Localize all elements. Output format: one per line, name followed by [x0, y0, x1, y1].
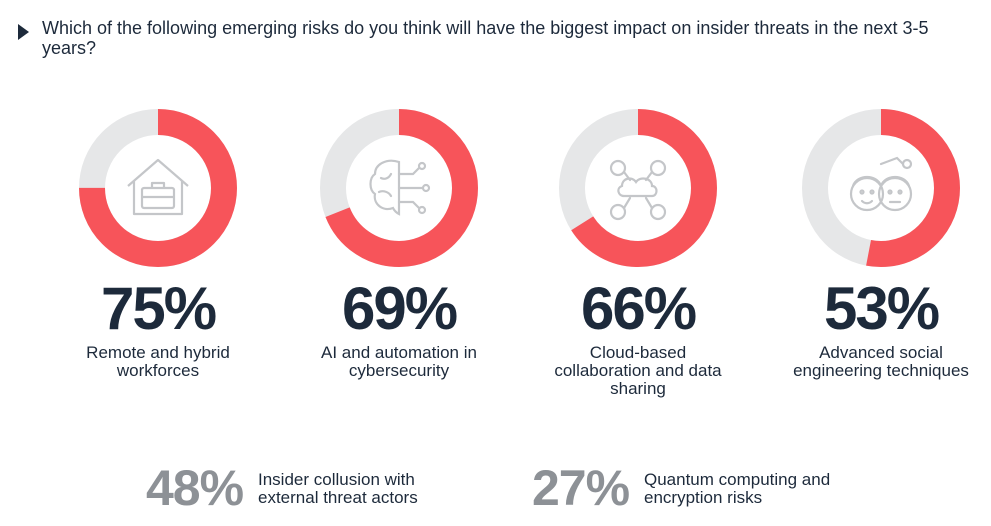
stat-percentage: 75%: [100, 275, 217, 342]
ring-arc: [320, 109, 478, 267]
stat-card-social-engineering: 53% Advanced social engineering techniqu…: [771, 108, 991, 380]
triangle-marker-icon: [18, 24, 29, 40]
stat-percentage: 27%: [532, 460, 630, 516]
stat-card-ai-automation: 69% AI and automation in cybersecurity: [289, 108, 509, 380]
stat-label-line: external threat actors: [258, 488, 418, 507]
stat-label: Insider collusion with external threat a…: [258, 471, 498, 507]
stat-insider-collusion: 48% Insider collusion with external thre…: [146, 462, 506, 514]
stat-label-line: encryption risks: [644, 488, 763, 507]
stat-label: Quantum computing and encryption risks: [644, 471, 884, 507]
question-header: Which of the following emerging risks do…: [14, 18, 982, 58]
ring-arc: [802, 109, 960, 267]
donut-chart: [79, 109, 237, 267]
stat-card-remote-work: 75% Remote and hybrid workforces: [48, 108, 268, 380]
stat-label: Remote and hybrid workforces: [86, 343, 230, 380]
stat-percentage: 48%: [146, 460, 244, 516]
donut-chart: [559, 109, 717, 267]
cloud-network-icon: [609, 159, 667, 221]
ring-arc: [559, 109, 717, 267]
stat-label-line: Insider collusion with: [258, 470, 415, 489]
stat-label: Advanced social engineering techniques: [793, 343, 969, 380]
house-briefcase-icon: [127, 158, 189, 216]
donut-chart: [802, 109, 960, 267]
faces-icon: [849, 156, 913, 212]
stat-card-cloud-collaboration: 66% Cloud-based collaboration and data s…: [528, 108, 748, 398]
stat-percentage: 69%: [341, 275, 458, 342]
stat-quantum-computing: 27% Quantum computing and encryption ris…: [532, 462, 892, 514]
stat-label: AI and automation in cybersecurity: [321, 343, 477, 380]
brain-circuit-icon: [369, 159, 431, 216]
question-title: Which of the following emerging risks do…: [42, 18, 929, 58]
stat-label: Cloud-based collaboration and data shari…: [554, 343, 722, 398]
stat-label-line: Quantum computing and: [644, 470, 831, 489]
ring-arc: [79, 109, 237, 267]
donut-chart: [320, 109, 478, 267]
stat-percentage: 53%: [823, 275, 940, 342]
stat-percentage: 66%: [580, 275, 697, 342]
